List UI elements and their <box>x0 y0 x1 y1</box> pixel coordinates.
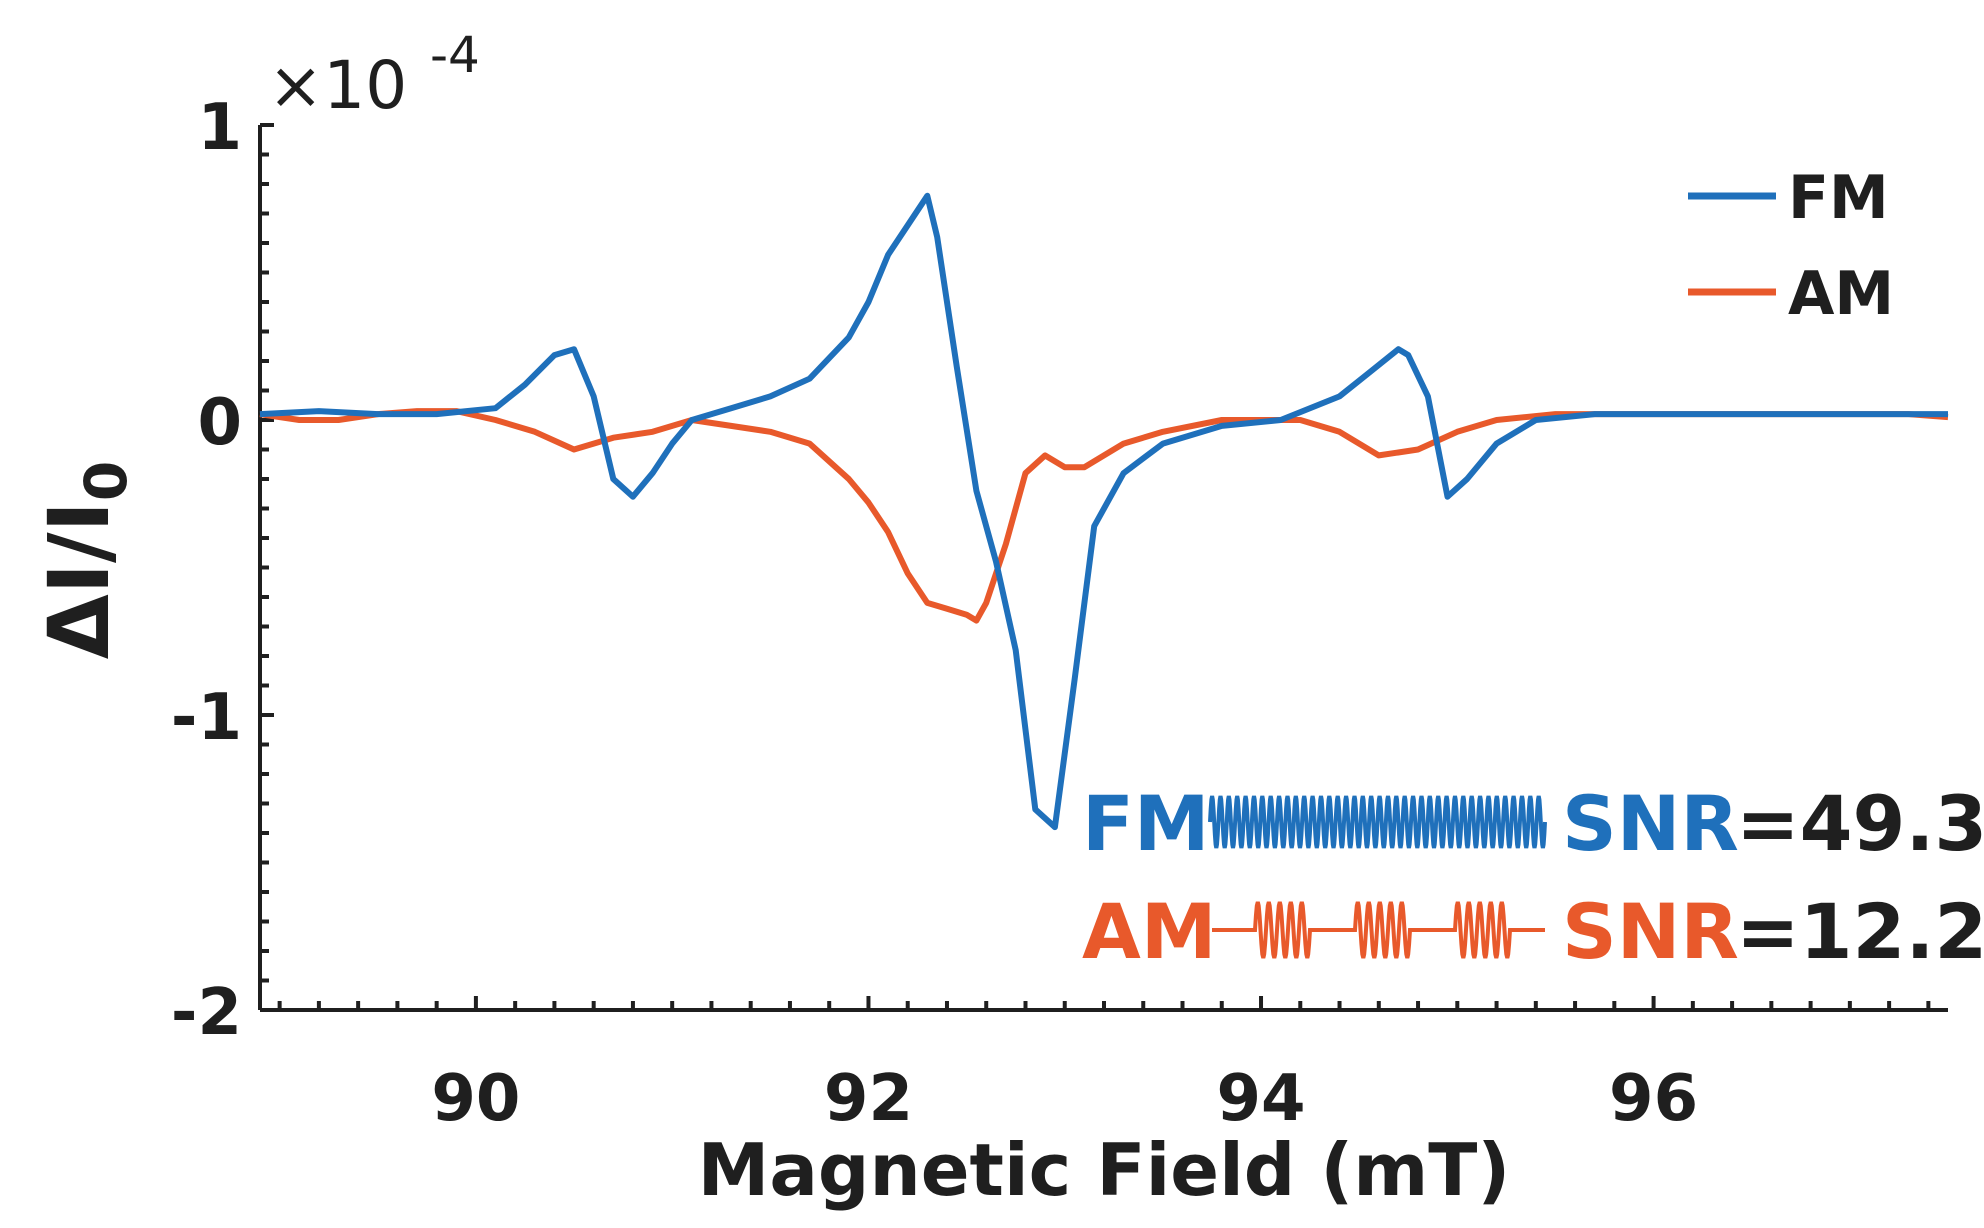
y-tick-label: -2 <box>171 976 242 1050</box>
svg-text:ΔI/I0: ΔI/I0 <box>30 461 140 660</box>
snr-am-waveform <box>1212 901 1545 959</box>
x-tick-label: 92 <box>824 1062 913 1136</box>
y-tick-labels: -2 -1 0 1 <box>171 91 242 1050</box>
x-tick-label: 90 <box>431 1062 520 1136</box>
series-line-am <box>259 408 1949 624</box>
snr-fm-waveform <box>1208 795 1547 849</box>
legend: FM AM <box>1688 163 1894 329</box>
y-tick-label: -1 <box>171 681 242 755</box>
snr-annotation-am: AM SNR =12.2 <box>1082 887 1984 976</box>
snr-am-label: AM <box>1082 887 1216 976</box>
x-tick-label: 96 <box>1609 1062 1698 1136</box>
snr-fm-value: =49.3 <box>1736 779 1984 868</box>
x-tick-labels: 90 92 94 96 <box>431 1062 1698 1136</box>
y-tick-label: 1 <box>197 91 242 165</box>
y-multiplier-base: ×10 <box>268 47 407 124</box>
y-axis-title-subscript: 0 <box>72 461 140 501</box>
axes: 90 92 94 96 -2 -1 0 1 <box>171 91 1948 1136</box>
y-multiplier: ×10 <box>268 47 407 124</box>
y-tick-label: 0 <box>197 386 242 460</box>
snr-annotation-fm: FM SNR =49.3 <box>1082 779 1984 868</box>
x-tick-label: 94 <box>1216 1062 1305 1136</box>
snr-fm-snr-label: SNR <box>1562 779 1739 868</box>
series-layer <box>259 192 1949 831</box>
y-multiplier-exponent: -4 <box>430 26 480 84</box>
legend-label-fm: FM <box>1788 163 1889 233</box>
snr-am-snr-label: SNR <box>1562 887 1739 976</box>
y-axis-title-main: ΔI/I <box>30 501 128 659</box>
snr-am-value: =12.2 <box>1736 887 1984 976</box>
minor-ticks <box>260 123 1931 1012</box>
x-axis-title: Magnetic Field (mT) <box>698 1128 1511 1212</box>
series-line-fm <box>259 192 1948 831</box>
legend-label-am: AM <box>1788 259 1894 329</box>
y-axis-title: ΔI/I0 <box>30 461 140 660</box>
snr-fm-label: FM <box>1082 779 1210 868</box>
